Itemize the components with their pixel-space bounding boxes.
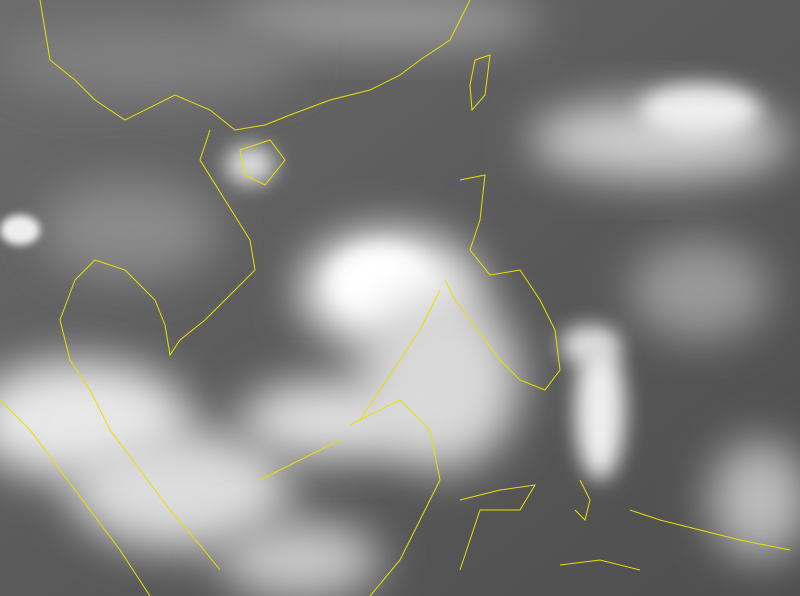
coastline-sumatra	[0, 399, 151, 596]
coastline-philippines	[444, 174, 561, 391]
coastline-new-guinea	[559, 509, 791, 571]
coastline-palawan	[359, 289, 441, 421]
coastline-thailand-malay	[59, 259, 221, 571]
coastline-hainan	[239, 139, 286, 186]
coastline-borneo	[259, 399, 441, 596]
coastline-vietnam	[154, 129, 256, 357]
coastline-moluccas	[574, 479, 591, 521]
coastline-sulawesi	[459, 484, 536, 571]
coastline-taiwan	[469, 54, 491, 112]
coastline-china	[39, 0, 471, 131]
